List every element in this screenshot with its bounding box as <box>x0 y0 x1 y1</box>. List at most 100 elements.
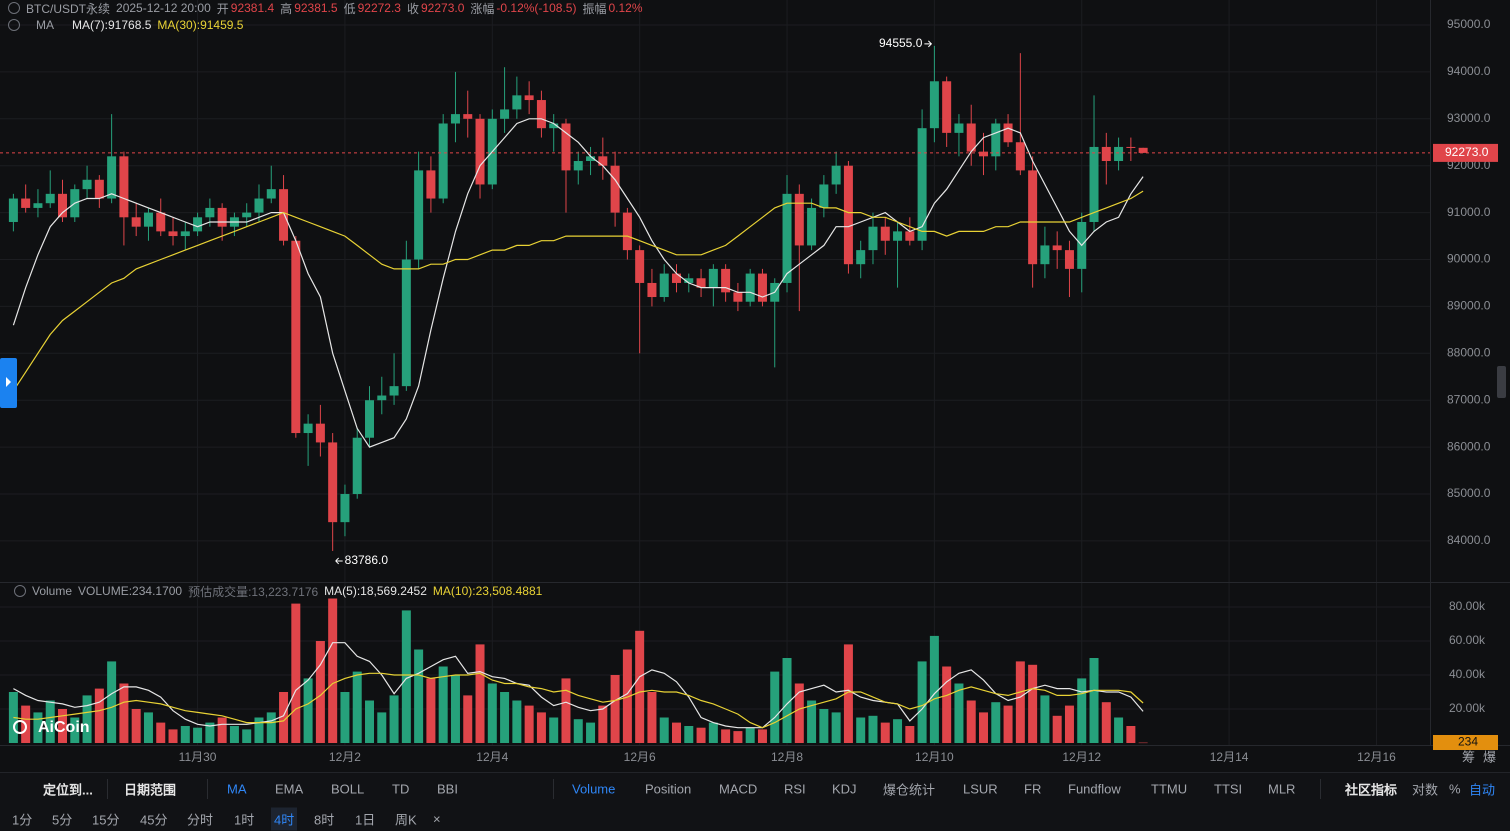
volume-bar <box>33 712 43 743</box>
volume-bar <box>82 695 92 743</box>
volume-bar <box>893 719 903 743</box>
volume-bar <box>868 715 878 743</box>
candle-body <box>598 156 608 166</box>
volume-ma-line <box>13 672 1144 729</box>
ma-header: MA MA(7):91768.5 MA(30):91459.5 <box>8 18 243 32</box>
legend-entry: MA(7):91768.5 <box>72 18 152 32</box>
volume-bar <box>1028 664 1038 743</box>
field-value: 0.12% <box>608 1 643 15</box>
candle-body <box>217 207 227 227</box>
volume-bar <box>119 683 129 743</box>
community-button[interactable]: 社区指标 <box>1345 782 1398 798</box>
indicator-tab[interactable]: TD <box>392 781 410 797</box>
indicator-tab[interactable]: MACD <box>719 781 758 797</box>
volume-bar <box>819 709 829 743</box>
indicator-tab[interactable]: Fundflow <box>1068 781 1121 797</box>
y-tick-label: 40.00k <box>1449 667 1486 681</box>
y-tick-label: 60.00k <box>1449 633 1486 647</box>
volume-bar <box>905 726 915 743</box>
period-tab[interactable]: 1日 <box>355 812 376 828</box>
close-button[interactable]: × <box>433 811 441 827</box>
volume-bar <box>438 666 448 743</box>
volume-bar <box>672 722 682 743</box>
candle-body <box>1040 245 1050 265</box>
indicator-tab[interactable]: BBI <box>437 781 458 797</box>
volume-bar <box>856 717 866 743</box>
period-tab[interactable]: 1时 <box>234 812 255 828</box>
period-tab[interactable]: 45分 <box>140 812 168 828</box>
indicator-tab[interactable]: KDJ <box>832 781 857 797</box>
volume-bar <box>647 692 657 743</box>
icon[interactable] <box>8 2 20 14</box>
candle-body <box>561 123 571 171</box>
ma-line <box>12 190 1144 392</box>
volume-bar <box>328 598 338 743</box>
x-tick-label: 12月4 <box>476 750 508 764</box>
candle-body <box>929 81 939 129</box>
percent-toggle[interactable]: % <box>1449 781 1461 797</box>
period-tab[interactable]: 5分 <box>52 812 73 828</box>
candle-body <box>757 273 767 302</box>
candle-body <box>500 109 510 119</box>
locate-button[interactable]: 定位到... <box>43 782 93 798</box>
candle-body <box>1003 123 1013 143</box>
candle-body <box>426 170 436 199</box>
candle-body <box>1089 146 1099 222</box>
field-label: 涨幅 <box>470 1 495 16</box>
auto-toggle[interactable]: 自动 <box>1469 782 1496 798</box>
indicator-tab[interactable]: FR <box>1024 781 1042 797</box>
indicator-tab[interactable]: MLR <box>1268 781 1296 797</box>
y-tick-label: 90000.0 <box>1447 252 1491 266</box>
candle-body <box>8 198 18 222</box>
period-tab[interactable]: 15分 <box>92 812 120 828</box>
y-tick-label: 84000.0 <box>1447 533 1491 547</box>
volume-bar <box>684 726 694 743</box>
date-range-button[interactable]: 日期范围 <box>124 782 177 798</box>
volume-bar <box>880 722 890 743</box>
icon[interactable] <box>14 585 26 597</box>
volume-bar <box>622 649 632 743</box>
indicator-tab[interactable]: Volume <box>572 781 616 797</box>
indicator-tab[interactable]: MA <box>227 781 247 797</box>
candle-body <box>733 292 743 302</box>
volume-bar <box>757 729 767 743</box>
indicator-tab[interactable]: TTSI <box>1214 781 1243 797</box>
icon[interactable] <box>8 19 20 31</box>
candle-body <box>401 259 411 387</box>
x-tick-label: 12月12 <box>1062 750 1101 764</box>
volume-bar <box>1126 726 1136 743</box>
candle-body <box>82 179 92 190</box>
separator <box>553 779 554 799</box>
log-toggle[interactable]: 对数 <box>1412 782 1439 798</box>
period-tab[interactable]: 分时 <box>187 812 214 828</box>
volume-bar <box>107 661 117 743</box>
side-tab-arrow <box>6 377 11 387</box>
indicator-tab[interactable]: 爆仓统计 <box>883 782 936 798</box>
candle-body <box>315 423 325 443</box>
candle-body <box>156 212 166 232</box>
side-tab[interactable] <box>1497 366 1506 398</box>
candle-body <box>807 207 817 246</box>
y-tick-label: 80.00k <box>1449 599 1486 613</box>
candle-body <box>352 437 362 495</box>
indicator-tab[interactable]: LSUR <box>963 781 998 797</box>
x-tick-label: 12月8 <box>771 750 803 764</box>
candle-body <box>979 151 989 157</box>
period-tab[interactable]: 8时 <box>314 812 335 828</box>
volume-bar <box>549 717 559 743</box>
indicator-tab[interactable]: Position <box>645 781 692 797</box>
period-tab[interactable]: 1分 <box>12 812 33 828</box>
period-tab[interactable]: 周K <box>395 812 417 828</box>
last-volume-box <box>1433 735 1498 750</box>
volume-bar <box>266 712 276 743</box>
y-tick-label: 85000.0 <box>1447 486 1491 500</box>
indicator-tab[interactable]: RSI <box>784 781 806 797</box>
indicator-tab[interactable]: EMA <box>275 781 304 797</box>
candle-body <box>586 156 596 162</box>
candle-body <box>708 268 718 288</box>
candle-body <box>463 114 473 119</box>
x-tick-label: 12月10 <box>915 750 954 764</box>
indicator-tab[interactable]: TTMU <box>1151 781 1188 797</box>
indicator-tab[interactable]: BOLL <box>331 781 365 797</box>
period-tab[interactable]: 4时 <box>271 807 298 831</box>
